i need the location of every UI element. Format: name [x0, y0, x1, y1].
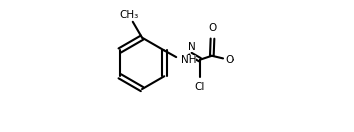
Text: N: N	[188, 42, 196, 52]
Text: O: O	[209, 23, 217, 33]
Text: NH: NH	[181, 55, 196, 65]
Text: Cl: Cl	[195, 82, 205, 92]
Text: CH₃: CH₃	[119, 10, 138, 20]
Text: O: O	[225, 55, 233, 65]
